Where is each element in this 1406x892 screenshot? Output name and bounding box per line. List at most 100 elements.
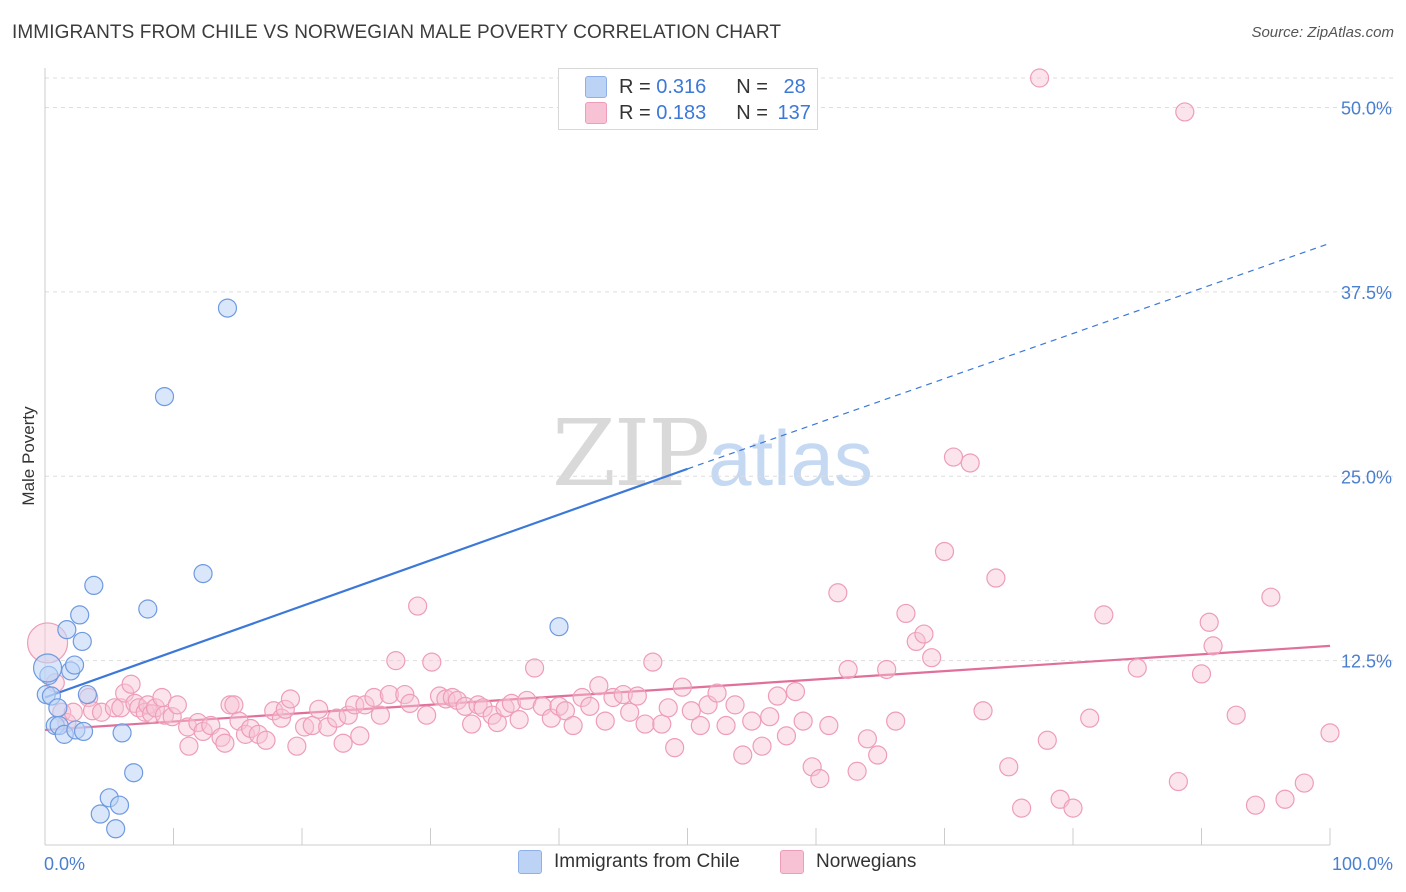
norwegians-point (665, 738, 685, 758)
norwegians-point (906, 631, 926, 652)
norwegians-point (742, 711, 762, 731)
norwegians-point (555, 701, 576, 721)
norwegians-point (1175, 102, 1195, 122)
chile-point (90, 804, 110, 824)
x-tick-label: 100.0% (1332, 854, 1393, 874)
norwegians-point (707, 683, 727, 703)
legend-r-label: R = (619, 75, 657, 98)
chile-trend-extension (687, 242, 1331, 470)
norwegians-point (509, 710, 529, 730)
trend-lines (44, 242, 1331, 732)
norwegians-point (447, 690, 468, 711)
chile-point (154, 387, 175, 407)
chile-point (64, 655, 85, 675)
norwegians-point (828, 583, 848, 603)
norwegians-point (1320, 723, 1340, 743)
norwegians-point (501, 693, 522, 714)
norwegians-point (1168, 771, 1188, 792)
norwegians-point (847, 761, 867, 781)
y-tick-label: 50.0% (1341, 99, 1392, 119)
chile-point (138, 599, 158, 619)
norwegians-point (121, 674, 141, 694)
chile-point (549, 617, 569, 637)
legend-swatch-blue (518, 850, 542, 874)
norwegians-point (819, 715, 839, 736)
chile-point (70, 605, 90, 625)
norwegians-point (672, 677, 692, 697)
legend-label-chile: Immigrants from Chile (554, 851, 740, 872)
norwegians-point (627, 686, 647, 706)
legend-n-label: N = (736, 75, 774, 98)
norwegians-point (681, 701, 701, 721)
norwegians-point (215, 733, 235, 753)
norwegians-point (386, 651, 406, 671)
chart-title: IMMIGRANTS FROM CHILE VS NORWEGIAN MALE … (12, 22, 782, 43)
chile-point (32, 653, 63, 683)
norwegians-point (524, 658, 545, 678)
norwegians-point (400, 693, 420, 714)
grid-lines (45, 77, 1395, 662)
legend-r-value: 0.316 (656, 75, 707, 98)
norwegians-point (580, 696, 600, 716)
chile-point (193, 563, 213, 584)
norwegians-point (643, 652, 663, 672)
norwegians-point (1127, 658, 1147, 678)
norwegians-point (364, 687, 384, 708)
y-axis-label: Male Poverty (19, 406, 38, 506)
norwegians-point (370, 705, 390, 725)
norwegians-point (1203, 636, 1223, 656)
y-tick-label: 25.0% (1341, 467, 1392, 487)
y-tick-label: 12.5% (1341, 652, 1392, 672)
series-legend: Immigrants from Chile Norwegians (0, 850, 1406, 878)
norwegians-point (934, 541, 955, 562)
norwegians-point (241, 718, 261, 739)
legend-label-norwegians: Norwegians (816, 851, 917, 872)
legend-item-norwegians: Norwegians (780, 850, 916, 874)
y-tick-label: 37.5% (1341, 283, 1392, 303)
legend-row-norwegians: R = 0.183 N = 137 (585, 100, 811, 126)
norwegians-point (167, 695, 187, 715)
legend-swatch-pink (585, 102, 607, 124)
x-tick-label: 0.0% (44, 854, 85, 874)
norwegians-point (733, 745, 753, 765)
norwegians-point (327, 708, 347, 728)
norwegians-point (767, 686, 788, 706)
norwegians-point (302, 715, 322, 736)
norwegians-point (309, 699, 329, 719)
norwegians-point (462, 714, 482, 734)
norwegians-point (350, 726, 370, 746)
norwegians-point (1191, 664, 1212, 684)
axes (44, 68, 1331, 846)
norwegians-point (224, 695, 244, 715)
norwegians-point (785, 681, 806, 702)
chile-point (77, 684, 98, 705)
norwegians-point (395, 684, 415, 705)
norwegians-point (417, 705, 437, 725)
legend-item-chile: Immigrants from Chile (518, 850, 740, 874)
norwegians-point (1245, 795, 1266, 815)
norwegians-point (338, 705, 358, 725)
norwegians-point (91, 702, 112, 722)
norwegians-point (333, 733, 353, 753)
chile-point (72, 631, 92, 652)
norwegians-point (1029, 68, 1050, 88)
norwegians-point (154, 705, 175, 725)
norwegians-point (652, 714, 672, 734)
chile-point (124, 763, 144, 783)
legend-n-label: N = (736, 101, 774, 124)
norwegians-point (690, 715, 710, 736)
norwegians-point (620, 702, 640, 722)
norwegians-point (973, 701, 993, 721)
norwegians-point (776, 726, 797, 746)
norwegians-point (294, 717, 315, 737)
norwegians-point (162, 707, 182, 727)
norwegians-point (275, 699, 295, 719)
legend-r-label: R = (619, 101, 657, 124)
norwegians-point (256, 730, 276, 750)
norwegians-point (104, 698, 124, 718)
norwegians-point (1094, 605, 1114, 625)
norwegians-point (487, 712, 507, 733)
legend-n-value: 28 (783, 75, 806, 98)
source-label: Source: ZipAtlas.com (1251, 24, 1394, 41)
